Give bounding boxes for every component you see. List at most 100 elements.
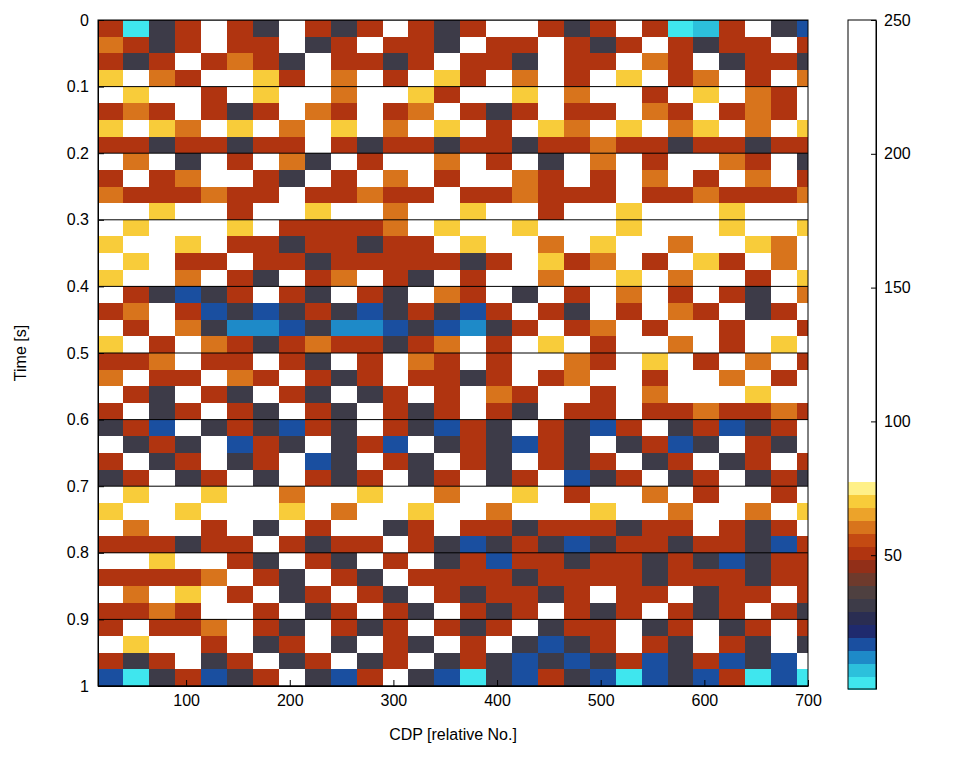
heatmap-cell <box>408 503 434 520</box>
heatmap-cell <box>538 603 564 620</box>
heatmap-cell <box>486 420 512 437</box>
heatmap-cell <box>460 520 486 537</box>
heatmap-cell <box>745 353 771 370</box>
heatmap-cell <box>564 386 590 403</box>
y-tick: 0.7 <box>67 478 104 495</box>
heatmap-cell <box>590 486 616 503</box>
heatmap-cell <box>305 70 331 87</box>
heatmap-cell <box>383 220 409 237</box>
heatmap-cell <box>693 669 719 686</box>
heatmap-cell <box>331 420 357 437</box>
heatmap-cell <box>305 603 331 620</box>
heatmap-cell <box>719 20 745 37</box>
heatmap-cell <box>616 53 642 70</box>
heatmap-cell <box>797 669 808 686</box>
heatmap-cell <box>616 320 642 337</box>
heatmap-cell <box>719 336 745 353</box>
heatmap-cell <box>98 220 124 237</box>
heatmap-cell <box>253 486 279 503</box>
heatmap-cell <box>486 87 512 104</box>
heatmap-cell <box>279 486 305 503</box>
heatmap-cell <box>486 619 512 636</box>
heatmap-cell <box>745 303 771 320</box>
heatmap-cell <box>305 403 331 420</box>
heatmap-cell <box>434 37 460 54</box>
heatmap-cell <box>305 303 331 320</box>
heatmap-cell <box>123 187 149 204</box>
heatmap-cell <box>538 420 564 437</box>
heatmap-cell <box>719 536 745 553</box>
heatmap-cell <box>538 320 564 337</box>
heatmap-cell <box>642 137 668 154</box>
heatmap-cell <box>512 386 538 403</box>
heatmap-cell <box>771 37 797 54</box>
heatmap-cell <box>693 653 719 670</box>
heatmap-cell <box>175 603 201 620</box>
heatmap-cell <box>227 586 253 603</box>
heatmap-cell <box>175 569 201 586</box>
heatmap-cell <box>668 286 694 303</box>
heatmap-cell <box>305 653 331 670</box>
heatmap-cell <box>797 503 808 520</box>
heatmap-cell <box>279 420 305 437</box>
heatmap-cell <box>460 553 486 570</box>
heatmap-cell <box>797 370 808 387</box>
heatmap-cell <box>201 436 227 453</box>
heatmap-cell <box>797 453 808 470</box>
heatmap-cell <box>771 170 797 187</box>
heatmap-cell <box>305 486 331 503</box>
heatmap-cell <box>719 303 745 320</box>
heatmap-cell <box>745 253 771 270</box>
heatmap-cell <box>460 669 486 686</box>
heatmap-cell <box>123 453 149 470</box>
heatmap-cell <box>797 236 808 253</box>
heatmap-cell <box>797 520 808 537</box>
heatmap-cell <box>460 37 486 54</box>
heatmap-cell <box>771 520 797 537</box>
heatmap-cell <box>564 303 590 320</box>
heatmap-cell <box>719 203 745 220</box>
heatmap-cell <box>331 53 357 70</box>
heatmap-cell <box>616 553 642 570</box>
heatmap-cell <box>486 503 512 520</box>
heatmap-cell <box>538 236 564 253</box>
heatmap-cell <box>460 569 486 586</box>
heatmap-cell <box>175 486 201 503</box>
heatmap-cell <box>616 187 642 204</box>
heatmap-cell <box>538 253 564 270</box>
heatmap-cell <box>512 137 538 154</box>
heatmap-cell <box>408 520 434 537</box>
heatmap-cell <box>512 320 538 337</box>
heatmap-cell <box>357 70 383 87</box>
heatmap-cell <box>745 420 771 437</box>
x-tick-mark <box>186 680 187 686</box>
heatmap-cell <box>357 536 383 553</box>
heatmap-cell <box>719 403 745 420</box>
heatmap-cell <box>668 436 694 453</box>
heatmap-cell <box>797 220 808 237</box>
heatmap-cell <box>305 420 331 437</box>
z-tick-label: 150 <box>884 279 911 296</box>
heatmap-cell <box>434 53 460 70</box>
heatmap-cell <box>279 187 305 204</box>
heatmap-cell <box>434 386 460 403</box>
heatmap-cell <box>331 353 357 370</box>
heatmap-cell <box>719 503 745 520</box>
heatmap-cell <box>642 203 668 220</box>
heatmap-cell <box>668 503 694 520</box>
heatmap-cell <box>486 320 512 337</box>
heatmap-cell <box>227 187 253 204</box>
heatmap-cell <box>331 220 357 237</box>
heatmap-cell <box>123 20 149 37</box>
heatmap-cell <box>642 286 668 303</box>
heatmap-cell <box>227 103 253 120</box>
heatmap-cell <box>98 87 124 104</box>
heatmap-cell <box>538 553 564 570</box>
heatmap-cell <box>460 303 486 320</box>
heatmap-cell <box>460 203 486 220</box>
heatmap-cell <box>331 553 357 570</box>
heatmap-cell <box>227 87 253 104</box>
heatmap-cell <box>331 303 357 320</box>
heatmap-cell <box>123 470 149 487</box>
heatmap-cell <box>460 470 486 487</box>
